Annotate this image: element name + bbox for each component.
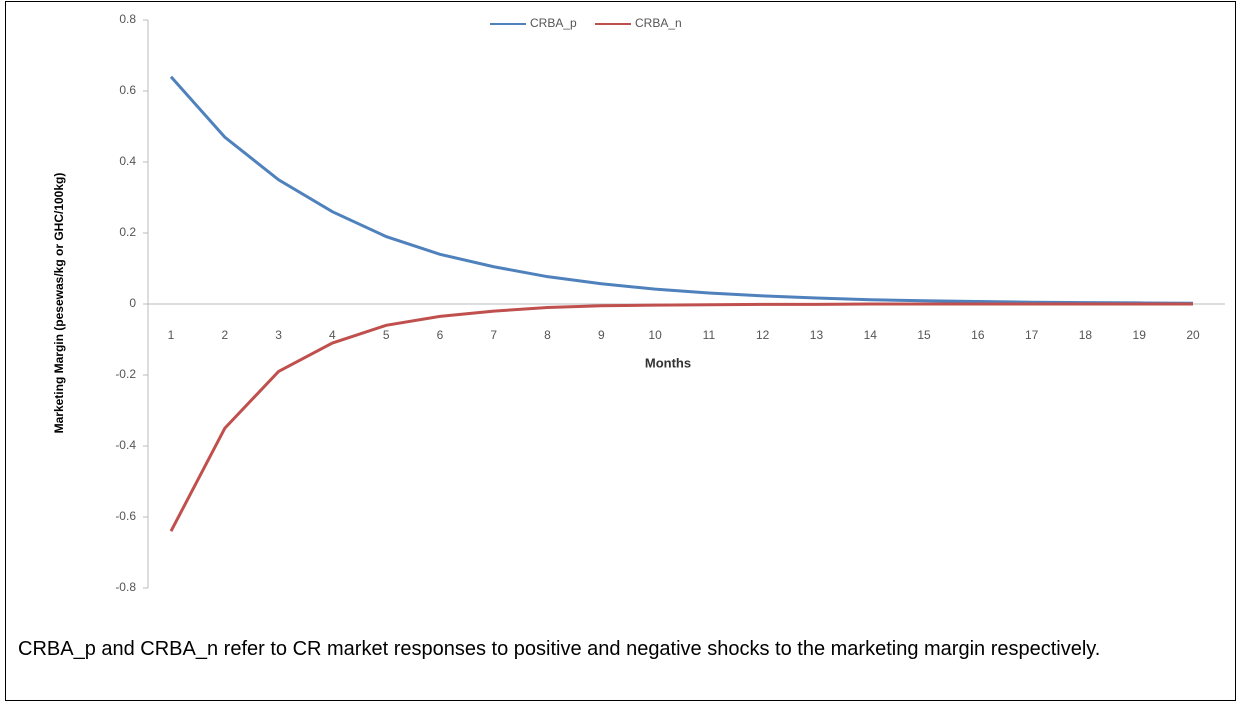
x-tick-label: 18 (1079, 328, 1093, 342)
y-tick-label: 0.2 (119, 225, 136, 239)
x-tick-label: 8 (544, 328, 551, 342)
x-tick-label: 20 (1186, 328, 1200, 342)
data-line (169, 75, 1194, 305)
x-tick-label: 2 (221, 328, 228, 342)
y-tick-label: -0.8 (115, 580, 136, 594)
x-tick-label: 15 (917, 328, 931, 342)
x-tick-label: 7 (490, 328, 497, 342)
chart: Marketing Margin (pesewas/kg or GHC/100k… (52, 12, 1225, 594)
legend-label: CRBA_p (530, 16, 577, 30)
x-tick-label: 16 (971, 328, 985, 342)
legend-label: CRBA_n (635, 16, 682, 30)
y-tick-label: 0 (129, 296, 136, 310)
x-tick-label: 10 (648, 328, 662, 342)
x-tick-label: 14 (864, 328, 878, 342)
caption: CRBA_p and CRBA_n refer to CR market res… (18, 638, 1101, 660)
x-tick-label: 1 (168, 328, 175, 342)
y-tick-label: -0.6 (115, 509, 136, 523)
data-line (169, 302, 1193, 532)
x-tick-label: 3 (275, 328, 282, 342)
y-tick-label: -0.2 (115, 367, 136, 381)
x-tick-label: 13 (810, 328, 824, 342)
x-tick-label: 4 (329, 328, 336, 342)
y-tick-label: 0.4 (119, 154, 136, 168)
y-tick-label: -0.4 (115, 438, 136, 452)
x-tick-label: 12 (756, 328, 770, 342)
x-tick-label: 5 (383, 328, 390, 342)
y-tick-label: 0.6 (119, 83, 136, 97)
figure-frame (5, 1, 1236, 701)
y-tick-label: 0.8 (119, 12, 136, 26)
x-tick-label: 11 (703, 328, 716, 342)
x-axis-title: Months (645, 355, 691, 370)
x-tick-label: 9 (598, 328, 605, 342)
x-tick-label: 19 (1133, 328, 1147, 342)
x-tick-label: 6 (437, 328, 444, 342)
y-axis-title: Marketing Margin (pesewas/kg or GHC/100k… (52, 173, 66, 434)
x-tick-label: 17 (1025, 328, 1039, 342)
